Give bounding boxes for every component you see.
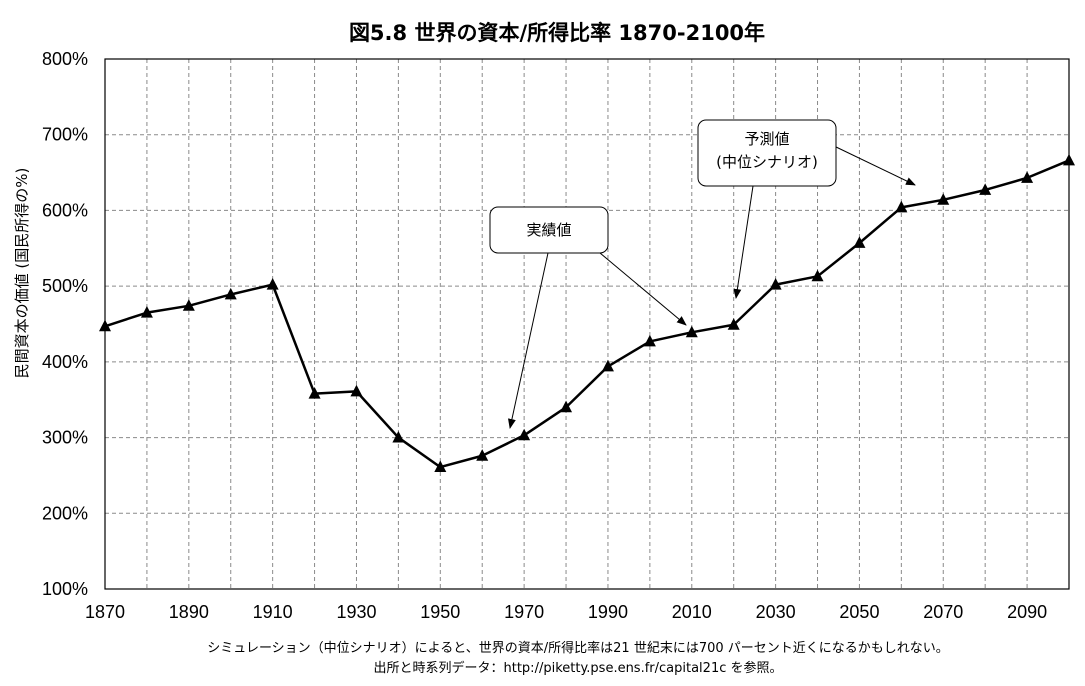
- callout-actual-arrow-right: [599, 252, 687, 326]
- data-point-marker: [266, 278, 279, 290]
- y-tick-label: 800%: [42, 49, 88, 69]
- data-point-marker: [140, 306, 153, 318]
- callout-forecast-arrow-left: [733, 185, 754, 299]
- data-point-marker: [224, 287, 237, 300]
- data-point-marker: [601, 359, 614, 372]
- data-point-marker: [979, 183, 992, 195]
- callout-actual-label: 実績値: [526, 221, 571, 239]
- series: [99, 153, 1075, 473]
- plot-area-frame: [104, 58, 1070, 590]
- callout-actual-box: [489, 206, 609, 254]
- x-tick-label: 2090: [1007, 602, 1047, 622]
- y-axis-ticks: 100% 200% 300% 400% 500% 600% 700% 800%: [42, 49, 88, 599]
- data-point-marker: [476, 449, 489, 461]
- data-point-marker: [895, 200, 908, 213]
- data-point-marker: [685, 325, 698, 338]
- y-tick-label: 400%: [42, 352, 88, 372]
- footnote-line2: 出所と時系列データ：http://piketty.pse.ens.fr/capi…: [374, 660, 783, 676]
- data-point-marker: [350, 384, 363, 397]
- data-point-marker: [182, 299, 195, 311]
- y-tick-label: 700%: [42, 125, 88, 145]
- data-point-marker: [518, 428, 531, 441]
- data-point-marker: [769, 278, 782, 290]
- x-tick-label: 1930: [336, 602, 376, 622]
- x-tick-label: 1910: [253, 602, 293, 622]
- callout-forecast: 予測値 (中位シナリオ): [697, 119, 916, 299]
- x-tick-label: 1890: [169, 602, 209, 622]
- callout-forecast-label-line1: 予測値: [744, 130, 789, 148]
- x-tick-label: 2070: [923, 602, 963, 622]
- data-point-marker: [560, 400, 573, 413]
- data-point-marker: [811, 269, 824, 282]
- x-tick-label: 1970: [504, 602, 544, 622]
- callout-actual: 実績値: [489, 206, 687, 429]
- y-tick-label: 500%: [42, 276, 88, 296]
- x-tick-label: 2050: [839, 602, 879, 622]
- x-tick-label: 1950: [420, 602, 460, 622]
- data-point-marker: [392, 430, 405, 443]
- data-point-marker: [1021, 171, 1034, 183]
- callout-forecast-label-line2: (中位シナリオ): [716, 153, 818, 171]
- x-tick-label: 2010: [672, 602, 712, 622]
- data-point-marker: [937, 193, 950, 205]
- y-tick-label: 200%: [42, 503, 88, 523]
- data-point-marker: [99, 319, 111, 332]
- y-tick-label: 300%: [42, 428, 88, 448]
- x-axis-ticks: 1870 1890 1910 1930 1950 1970 1990 2010 2030 2050…: [85, 602, 1047, 622]
- callout-actual-arrow-left: [508, 252, 549, 429]
- callout-forecast-arrow-right: [833, 145, 916, 186]
- data-point-marker: [643, 334, 656, 347]
- data-point-marker: [434, 460, 447, 473]
- callout-forecast-box: [697, 119, 837, 187]
- data-point-marker: [308, 387, 321, 399]
- x-tick-label: 2030: [756, 602, 796, 622]
- grid: [105, 59, 1069, 589]
- y-tick-label: 100%: [42, 579, 88, 599]
- y-axis-label: 民間資本の価値 (国民所得の%): [13, 168, 31, 379]
- x-tick-label: 1990: [588, 602, 628, 622]
- y-tick-label: 600%: [42, 200, 88, 220]
- series-line: [104, 159, 1070, 469]
- data-point-marker: [853, 236, 866, 248]
- x-tick-label: 1870: [85, 602, 125, 622]
- data-point-marker: [727, 318, 740, 330]
- data-point-marker: [1063, 153, 1075, 166]
- footnote-line1: シミュレーション（中位シナリオ）によると、世界の資本/所得比率は21 世紀末には…: [207, 640, 949, 656]
- chart-title: 図5.8 世界の資本/所得比率 1870-2100年: [349, 21, 765, 45]
